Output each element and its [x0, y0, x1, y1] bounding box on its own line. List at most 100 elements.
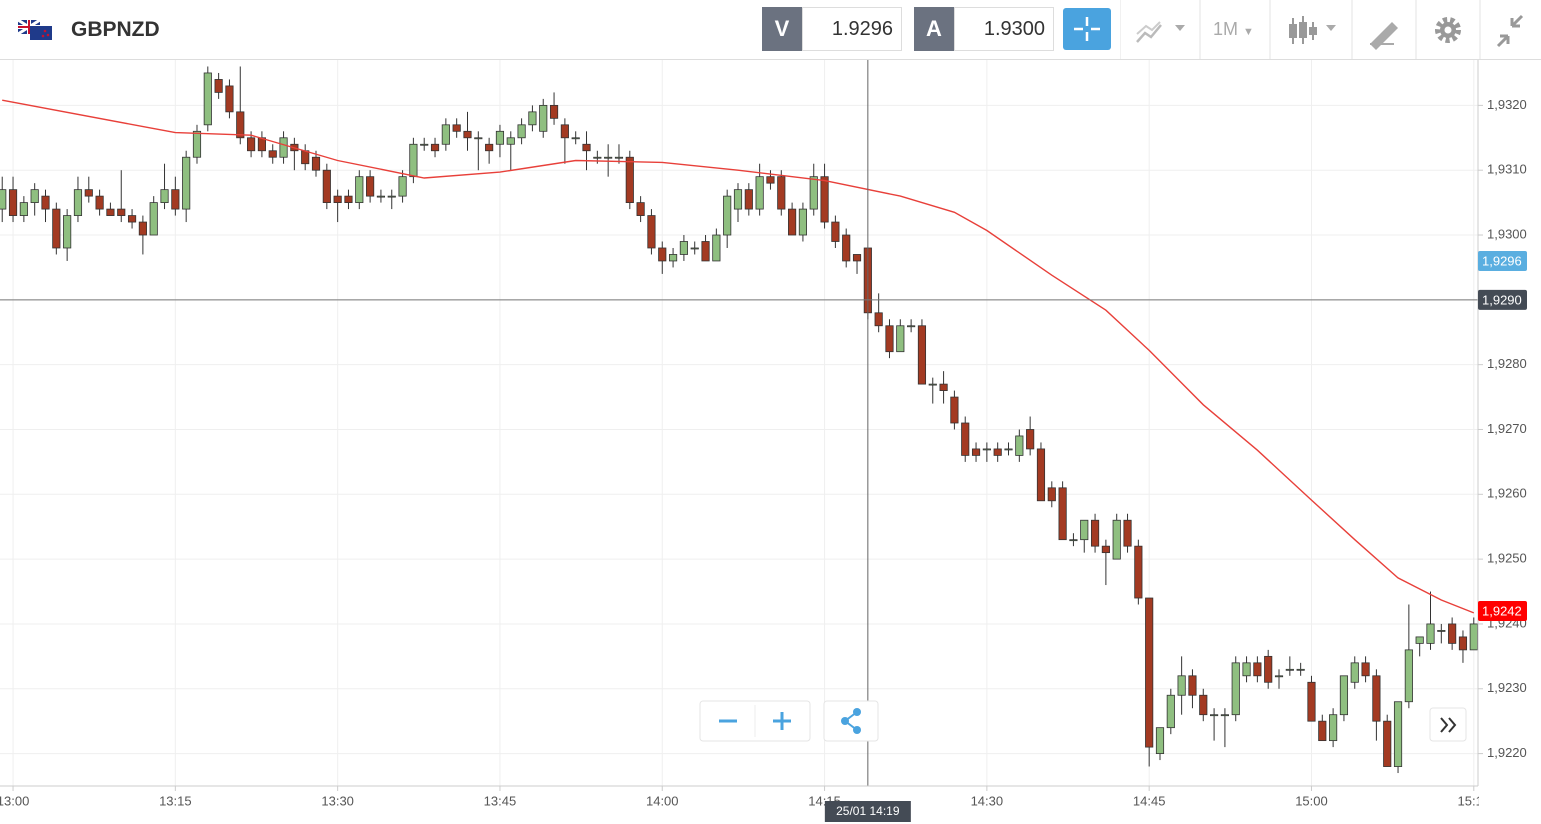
x-tick-label: 13:15 — [159, 793, 192, 808]
candle-body — [1015, 435, 1024, 456]
candle-body — [506, 137, 515, 145]
candle-body — [1155, 727, 1165, 754]
candle-body — [1210, 714, 1219, 717]
candle-body — [1264, 655, 1273, 683]
candle-body — [1069, 539, 1078, 542]
ask-value: 1.9300 — [983, 18, 1045, 40]
candle-body — [604, 156, 613, 159]
candle-body — [1350, 662, 1359, 683]
candle-body — [1437, 630, 1446, 632]
candle-body — [1220, 714, 1229, 717]
candle-body — [485, 143, 494, 152]
candle-body — [971, 448, 981, 456]
candle-body — [1274, 675, 1284, 678]
crosshair-button[interactable] — [1063, 8, 1111, 50]
candle-body — [117, 208, 126, 216]
candle-body — [517, 124, 526, 139]
candle-body — [560, 124, 569, 139]
settings-button[interactable] — [1435, 17, 1461, 43]
candle-body — [366, 176, 375, 197]
candle-body — [376, 195, 386, 198]
candle-body — [214, 79, 223, 93]
candle-body — [1415, 636, 1424, 644]
ask-price[interactable]: 1.9300 — [954, 7, 1054, 51]
axis-corner — [1479, 787, 1541, 824]
candle-type-button[interactable] — [1289, 16, 1336, 44]
ask-label[interactable]: A — [914, 7, 954, 51]
candle-body — [744, 189, 753, 210]
candle-body — [1393, 701, 1403, 767]
candle-body — [1101, 545, 1110, 554]
candle-body — [30, 189, 39, 204]
x-tick-label: 14:00 — [646, 793, 679, 808]
bid-label[interactable]: V — [762, 7, 802, 51]
candle-body — [1080, 519, 1089, 541]
candle-body — [625, 156, 634, 204]
candle-body — [398, 176, 407, 197]
y-tick-label: 1,9250 — [1487, 551, 1527, 566]
candle-body — [788, 208, 797, 236]
candle-body — [755, 176, 764, 210]
timeframe[interactable]: 1M ▼ — [1213, 19, 1254, 39]
candle-body — [236, 111, 245, 139]
chart: 1,92201,92301,92401,92501,92601,92701,92… — [0, 60, 1541, 824]
collapse-button[interactable] — [1496, 14, 1524, 48]
candle-body — [1123, 519, 1132, 547]
y-tick-label: 1,9310 — [1487, 162, 1527, 177]
plot — [0, 60, 1478, 786]
candle-body — [1036, 448, 1046, 502]
bid-value: 1.9296 — [831, 18, 893, 40]
price-marker — [1478, 250, 1527, 271]
candle-body — [690, 247, 699, 250]
share-box[interactable] — [823, 700, 879, 742]
candle-body — [820, 176, 829, 223]
candle-body — [247, 137, 256, 152]
draw-button[interactable] — [1370, 22, 1398, 50]
candle-body — [647, 215, 656, 249]
candle-body — [593, 156, 602, 159]
candle-body — [1058, 487, 1067, 541]
candle-body — [8, 189, 18, 216]
candle-body — [539, 104, 548, 132]
candle-body — [809, 176, 818, 210]
moving-average — [2, 99, 1475, 614]
axes: 1,92201,92301,92401,92501,92601,92701,92… — [0, 97, 1541, 824]
toolbar-icons — [1120, 0, 1524, 59]
candle-body — [171, 189, 180, 210]
candle-body — [1177, 675, 1186, 696]
candle-body — [766, 176, 775, 184]
candle-body — [668, 254, 678, 262]
candle-body — [225, 85, 234, 113]
candle-body — [441, 124, 450, 145]
price-marker-label: 1,9242 — [1482, 603, 1522, 618]
candle-body — [279, 137, 288, 158]
candle-body — [658, 247, 667, 262]
candle-body — [907, 325, 916, 328]
candle-body — [73, 189, 83, 216]
candle-body — [182, 156, 191, 210]
candle-body — [939, 383, 948, 391]
candle-body — [842, 234, 851, 262]
candle-body — [1329, 714, 1338, 742]
toolbar: GBPNZD V 1.9296 A 1.9300 1M ▼ — [0, 0, 1541, 60]
candle-body — [0, 189, 7, 210]
candle-body — [636, 202, 645, 216]
candle-body — [614, 156, 624, 159]
candle-body — [409, 143, 418, 178]
candle-body — [950, 396, 959, 424]
zoom-in[interactable] — [773, 712, 791, 730]
candle-body — [723, 195, 732, 236]
scroll-right[interactable] — [1429, 707, 1467, 742]
candle-body — [420, 143, 429, 146]
indicator-button[interactable] — [1136, 21, 1185, 43]
candle-body — [571, 137, 580, 140]
candle-body — [1004, 448, 1013, 451]
candle-body — [733, 189, 743, 210]
x-tick-label: 14:30 — [971, 793, 1004, 808]
candle-body — [1026, 429, 1035, 450]
candle-body — [1134, 545, 1143, 599]
bid-price[interactable]: 1.9296 — [802, 7, 902, 51]
candle-body — [149, 202, 158, 236]
symbol: GBPNZD — [71, 18, 160, 41]
share-icon[interactable] — [841, 708, 861, 734]
